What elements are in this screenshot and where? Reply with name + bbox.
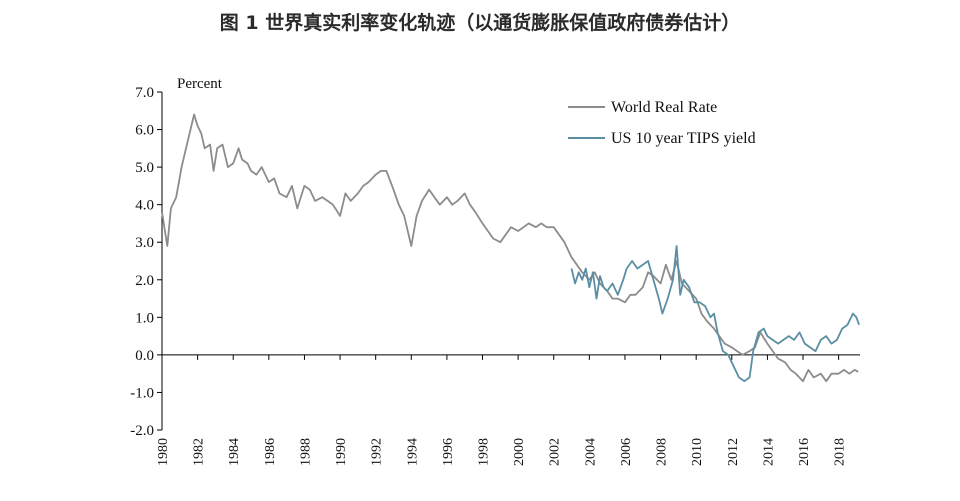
x-tick-label: 1982 [192,438,207,466]
y-tick-label: 2.0 [135,273,154,289]
x-tick-label: 2010 [690,438,705,466]
x-tick-label: 1988 [298,438,313,466]
chart-title: 图 1 世界真实利率变化轨迹（以通货膨胀保值政府债券估计） [219,12,741,34]
y-tick-label: 5.0 [135,160,154,176]
y-tick-label: 1.0 [135,310,154,326]
legend-label-1: World Real Rate [611,99,717,116]
legend-label-2: US 10 year TIPS yield [611,130,756,147]
y-tick-label: -2.0 [130,423,154,439]
x-tick-label: 2004 [583,438,598,466]
x-tick-label: 1984 [227,438,242,466]
y-axis-unit-label: Percent [177,76,223,92]
x-tick-label: 1994 [405,438,420,466]
x-tick-label: 2000 [512,438,527,466]
series-line-2 [570,245,860,383]
y-tick-label: 7.0 [135,85,154,101]
x-tick-label: 2012 [726,438,741,466]
x-tick-label: 1990 [334,438,349,466]
x-tick-labels: 1980 1982 1984 1986 1988 1990 1992 1994 1996 1998… [156,354,848,466]
y-tick-label: 0.0 [135,348,154,364]
x-tick-label: 2002 [548,438,563,466]
x-tick-label: 2018 [833,438,848,466]
x-tick-label: 1998 [477,438,492,466]
y-tick-label: -1.0 [130,385,154,401]
legend: World Real Rate US 10 year TIPS yield [568,99,756,147]
x-tick-label: 1986 [263,438,278,466]
y-tick-labels: 7.0 6.0 5.0 4.0 3.0 2.0 1.0 0.0 -1.0 -2.0 [130,85,162,439]
x-tick-label: 1992 [370,438,385,466]
series-line-1 [161,113,859,383]
y-tick-label: 4.0 [135,198,154,214]
x-tick-label: 2014 [761,438,776,466]
x-tick-label: 1980 [156,438,171,466]
x-tick-label: 2006 [619,438,634,466]
series-lines [161,113,860,383]
y-tick-label: 6.0 [135,123,154,139]
x-tick-label: 1996 [441,438,456,466]
x-tick-label: 2008 [655,438,670,466]
x-tick-label: 2016 [797,438,812,466]
y-tick-label: 3.0 [135,235,154,251]
